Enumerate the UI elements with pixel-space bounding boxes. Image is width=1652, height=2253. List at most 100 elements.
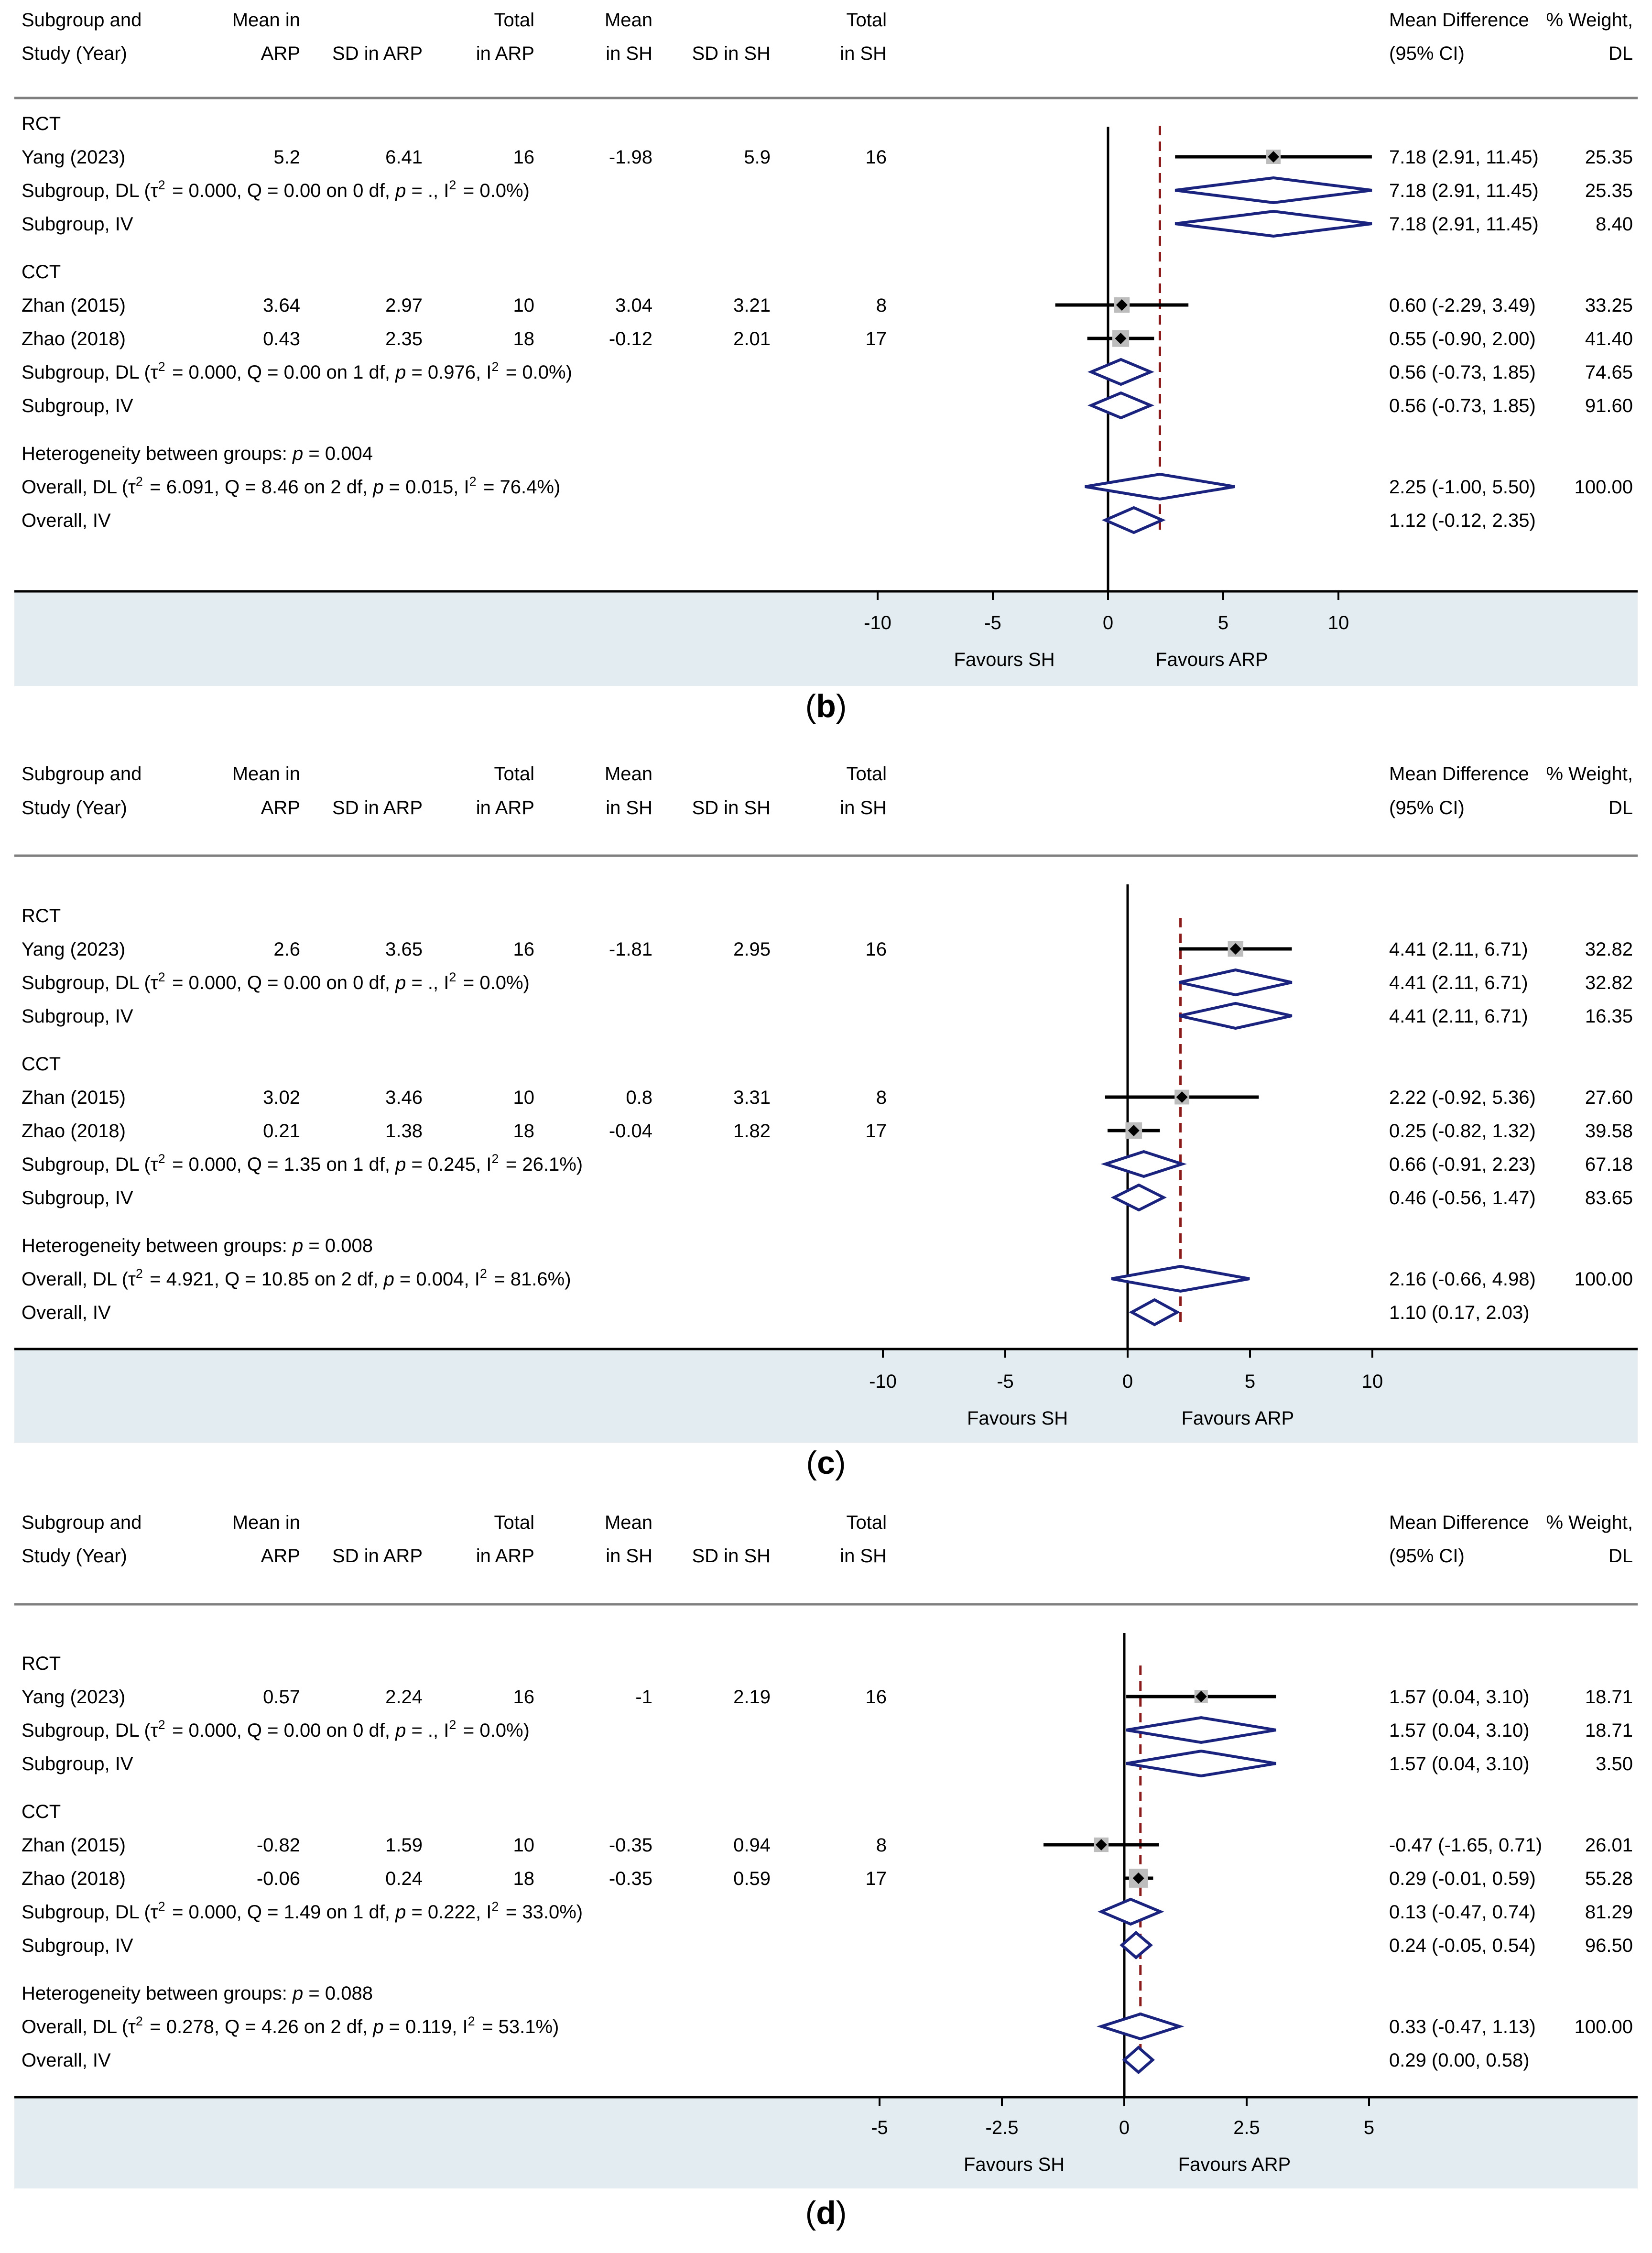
study-stat: -1 (635, 1687, 652, 1708)
effect-ci-label: 0.56 (-0.73, 1.85) (1389, 395, 1536, 416)
column-header: % Weight, (1546, 1512, 1633, 1533)
effect-ci-label: 1.12 (-0.12, 2.35) (1389, 510, 1536, 531)
pooled-label: Subgroup, IV (22, 1753, 133, 1774)
column-header: DL (1609, 797, 1633, 818)
column-header: Mean Difference (1389, 1512, 1529, 1533)
effect-ci-label: 0.66 (-0.91, 2.23) (1389, 1154, 1536, 1175)
effect-ci-label: 4.41 (2.11, 6.71) (1389, 939, 1528, 960)
pooled-diamond (1101, 506, 1166, 534)
column-header: in ARP (476, 1546, 534, 1567)
study-stat: 17 (866, 1868, 887, 1889)
axis-band (14, 591, 1638, 686)
effect-ci-label: 1.57 (0.04, 3.10) (1389, 1687, 1530, 1708)
column-header: Subgroup and (22, 763, 141, 784)
column-header: Total (494, 10, 535, 31)
weight-label: 96.50 (1585, 1935, 1633, 1956)
pooled-label: Overall, DL (τ2 = 4.921, Q = 10.85 on 2 … (22, 1266, 571, 1290)
pooled-label: Subgroup, DL (τ2 = 0.000, Q = 0.00 on 0 … (22, 178, 530, 201)
column-header: in ARP (476, 43, 534, 64)
column-header: Study (Year) (22, 43, 127, 64)
pooled-diamond (1110, 1183, 1167, 1212)
x-tick-label: -5 (984, 612, 1001, 633)
weight-label: 100.00 (1575, 2016, 1633, 2037)
study-stat: -1.98 (609, 147, 652, 168)
weight-label: 33.25 (1585, 295, 1633, 316)
heterogeneity-note: Heterogeneity between groups: p = 0.008 (22, 1235, 373, 1256)
pooled-diamond (1174, 209, 1372, 238)
effect-ci-label: 0.56 (-0.73, 1.85) (1389, 362, 1536, 383)
pooled-diamond (1087, 391, 1154, 420)
column-header: Subgroup and (22, 10, 141, 31)
weight-label: 27.60 (1585, 1087, 1633, 1108)
column-header: Mean in (232, 10, 300, 31)
study-stat: 0.24 (385, 1868, 423, 1889)
study-stat: 17 (866, 1121, 887, 1142)
forest-panel-d: Subgroup and Study (Year) Mean in ARP SD in … (14, 1512, 1638, 2231)
study-stat: 0.94 (733, 1835, 771, 1856)
pooled-label: Overall, DL (τ2 = 0.278, Q = 4.26 on 2 d… (22, 2014, 559, 2037)
column-header: Total (847, 763, 887, 784)
pooled-label: Overall, IV (22, 1302, 111, 1323)
effect-ci-label: 0.29 (-0.01, 0.59) (1389, 1868, 1536, 1889)
pooled-label: Subgroup, DL (τ2 = 0.000, Q = 0.00 on 0 … (22, 1718, 530, 1741)
effect-ci-label: 1.57 (0.04, 3.10) (1389, 1720, 1530, 1741)
pooled-diamond (1119, 1931, 1153, 1959)
pooled-diamond (1087, 358, 1154, 386)
x-tick-label: 0 (1119, 2117, 1130, 2138)
subgroup-label: RCT (22, 1653, 61, 1674)
study-stat: -0.04 (609, 1121, 652, 1142)
effect-ci-label: 0.24 (-0.05, 0.54) (1389, 1935, 1536, 1956)
column-header: % Weight, (1546, 763, 1633, 784)
point-estimate (1095, 1839, 1107, 1850)
column-header: ARP (261, 1546, 300, 1567)
column-header: Mean Difference (1389, 10, 1529, 31)
study-label: Yang (2023) (22, 1687, 125, 1708)
study-stat: 5.2 (273, 147, 300, 168)
column-header: Subgroup and (22, 1512, 141, 1533)
column-header: in SH (840, 797, 887, 818)
column-header: ARP (261, 43, 300, 64)
effect-ci-label: 2.22 (-0.92, 5.36) (1389, 1087, 1536, 1108)
pooled-diamond (1174, 176, 1372, 205)
favours-left-label: Favours SH (967, 1408, 1068, 1429)
subgroup-label: CCT (22, 261, 61, 283)
x-tick-label: 0 (1122, 1371, 1133, 1392)
point-estimate (1195, 1691, 1207, 1702)
study-stat: 3.02 (263, 1087, 300, 1108)
pooled-label: Subgroup, IV (22, 1187, 133, 1208)
forest-panel-b: Subgroup and Study (Year) Mean in ARP SD in … (14, 10, 1638, 724)
study-stat: 0.8 (626, 1087, 652, 1108)
pooled-diamond (1129, 1298, 1181, 1327)
effect-ci-label: 0.60 (-2.29, 3.49) (1389, 295, 1536, 316)
column-header: Mean in (232, 763, 300, 784)
effect-ci-label: 0.13 (-0.47, 0.74) (1389, 1902, 1536, 1923)
study-stat: -0.12 (609, 328, 652, 349)
study-stat: 2.01 (733, 328, 771, 349)
pooled-diamond (1126, 1749, 1276, 1778)
pooled-diamond (1111, 1264, 1250, 1293)
study-stat: 8 (876, 295, 887, 316)
column-header: % Weight, (1546, 10, 1633, 31)
column-header: Total (494, 763, 535, 784)
pooled-diamond (1098, 1897, 1164, 1926)
pooled-diamond (1085, 472, 1235, 501)
subgroup-label: CCT (22, 1054, 61, 1075)
weight-label: 25.35 (1585, 147, 1633, 168)
point-estimate (1229, 943, 1241, 955)
study-stat: 2.24 (385, 1687, 423, 1708)
column-header: in SH (606, 43, 652, 64)
effect-ci-label: 2.25 (-1.00, 5.50) (1389, 477, 1536, 498)
pooled-diamond (1179, 968, 1293, 997)
favours-left-label: Favours SH (964, 2154, 1065, 2175)
column-header: DL (1609, 1546, 1633, 1567)
weight-label: 100.00 (1575, 1269, 1633, 1290)
study-stat: 16 (513, 939, 535, 960)
study-stat: 3.21 (733, 295, 771, 316)
column-header: Study (Year) (22, 797, 127, 818)
weight-label: 8.40 (1596, 214, 1633, 235)
study-stat: -1.81 (609, 939, 652, 960)
weight-label: 16.35 (1585, 1006, 1633, 1027)
x-tick-label: 0 (1103, 612, 1113, 633)
study-stat: 0.21 (263, 1121, 300, 1142)
